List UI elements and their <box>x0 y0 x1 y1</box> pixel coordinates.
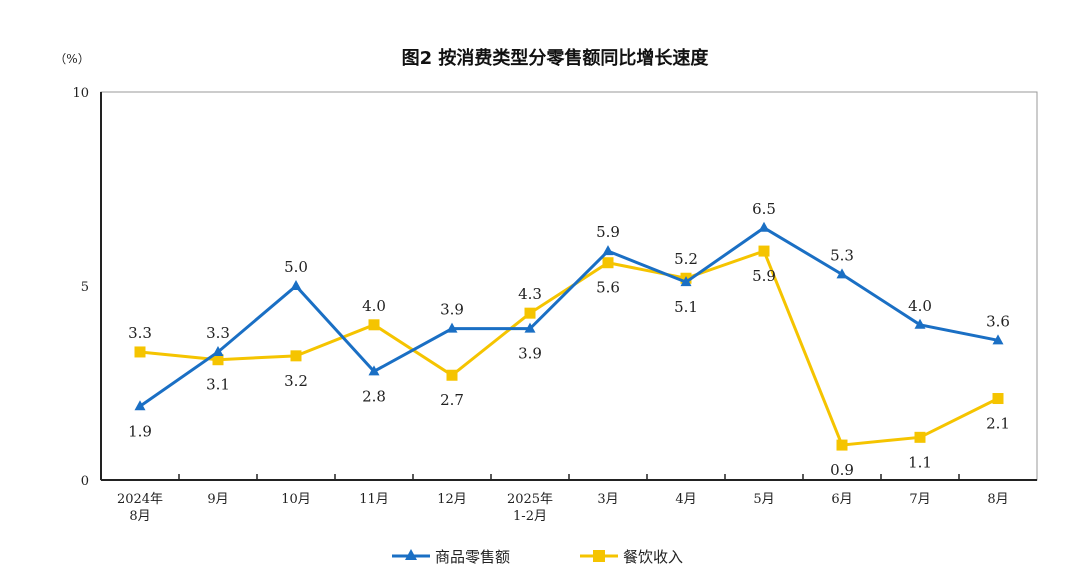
data-label: 5.9 <box>596 223 620 241</box>
data-point-triangle <box>914 318 926 329</box>
x-tick-label: 2025年 <box>507 492 553 507</box>
data-point-square <box>134 346 146 358</box>
data-point-square <box>446 369 458 381</box>
x-tick-label: 1-2月 <box>513 509 547 524</box>
data-point-triangle <box>368 365 380 376</box>
x-tick-label: 4月 <box>675 492 696 507</box>
data-label: 6.5 <box>752 200 776 218</box>
series-line-1 <box>139 249 999 447</box>
plot-frame <box>100 91 1038 481</box>
data-label: 3.2 <box>284 372 308 390</box>
legend-marker-triangle <box>405 549 417 560</box>
data-label: 2.1 <box>986 415 1010 433</box>
data-point-triangle <box>446 322 458 333</box>
data-label: 3.9 <box>518 345 542 363</box>
data-label: 4.3 <box>518 285 542 303</box>
data-point-square <box>212 354 224 366</box>
data-point-square <box>368 319 380 331</box>
data-point-triangle <box>290 280 302 290</box>
data-point-square <box>290 350 302 362</box>
data-label: 3.6 <box>986 312 1010 330</box>
data-point-square <box>524 307 536 319</box>
x-tick-label: 7月 <box>909 492 930 507</box>
y-tick-label: 5 <box>81 280 89 295</box>
data-label: 1.1 <box>908 453 932 471</box>
legend-label: 餐饮收入 <box>623 548 683 566</box>
legend-label: 商品零售额 <box>435 548 510 566</box>
data-point-triangle <box>134 400 146 411</box>
data-label: 2.7 <box>440 391 464 409</box>
data-label: 4.0 <box>908 297 932 315</box>
data-label: 2.8 <box>362 387 386 405</box>
x-tick-label: 8月 <box>987 492 1008 507</box>
data-label: 3.9 <box>440 301 464 319</box>
x-tick-label: 3月 <box>597 492 618 507</box>
data-point-triangle <box>836 268 848 279</box>
x-tick-label: 8月 <box>129 509 150 524</box>
data-label: 5.9 <box>752 267 776 285</box>
data-point-square <box>914 431 926 443</box>
chart-title: 图2 按消费类型分零售额同比增长速度 <box>402 47 710 69</box>
data-point-triangle <box>992 334 1004 345</box>
data-label: 5.1 <box>674 298 698 316</box>
legend-marker-square <box>593 550 605 562</box>
data-point-triangle <box>524 322 536 333</box>
data-label: 3.1 <box>206 376 230 394</box>
data-label: 4.0 <box>362 297 386 315</box>
data-point-triangle <box>212 345 224 356</box>
data-label: 5.6 <box>596 279 620 297</box>
data-point-triangle <box>602 245 614 256</box>
data-point-square <box>992 393 1004 405</box>
x-tick-label: 6月 <box>831 492 852 507</box>
data-point-square <box>602 257 614 269</box>
data-point-triangle <box>680 276 692 287</box>
data-label: 3.3 <box>128 324 152 342</box>
x-tick-label: 5月 <box>753 492 774 507</box>
y-tick-label: 0 <box>81 474 89 489</box>
y-axis-unit: （%） <box>54 52 89 66</box>
data-label: 5.0 <box>284 258 308 276</box>
data-label: 5.3 <box>830 246 854 264</box>
data-point-square <box>836 439 848 451</box>
x-tick-label: 9月 <box>207 492 228 507</box>
x-tick-label: 11月 <box>359 492 389 507</box>
data-label: 5.2 <box>674 250 698 268</box>
data-label: 0.9 <box>830 461 854 479</box>
x-tick-label: 2024年 <box>117 492 163 507</box>
data-label: 3.3 <box>206 324 230 342</box>
data-point-square <box>758 245 770 257</box>
x-tick-label: 10月 <box>281 492 311 507</box>
series-line-0 <box>139 226 999 408</box>
data-label: 1.9 <box>128 422 152 440</box>
x-tick-label: 12月 <box>437 492 467 507</box>
y-tick-label: 10 <box>72 86 89 101</box>
data-point-triangle <box>758 221 770 232</box>
